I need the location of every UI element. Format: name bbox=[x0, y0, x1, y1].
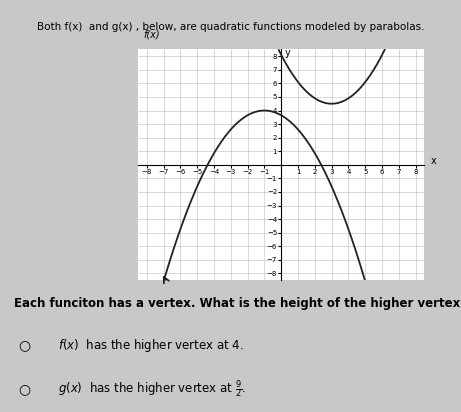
Text: y: y bbox=[284, 48, 290, 58]
Text: Each funciton has a vertex. What is the height of the higher vertex?: Each funciton has a vertex. What is the … bbox=[14, 297, 461, 310]
Text: ○: ○ bbox=[18, 339, 30, 353]
Text: $f(x)$  has the higher vertex at 4.: $f(x)$ has the higher vertex at 4. bbox=[58, 337, 243, 354]
Text: f(x): f(x) bbox=[143, 30, 160, 40]
Text: x: x bbox=[431, 156, 437, 166]
Text: Both f(x)  and g(x) , below, are quadratic functions modeled by parabolas.: Both f(x) and g(x) , below, are quadrati… bbox=[37, 22, 424, 32]
Text: ○: ○ bbox=[18, 382, 30, 396]
Text: $g(x)$  has the higher vertex at $\frac{9}{2}$.: $g(x)$ has the higher vertex at $\frac{9… bbox=[58, 378, 246, 400]
